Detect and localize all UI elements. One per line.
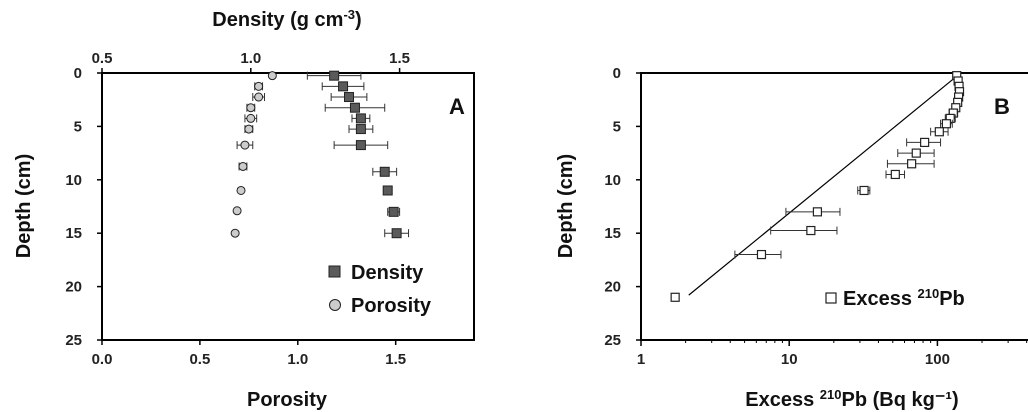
x-tick-label: 1 xyxy=(637,351,645,368)
legend-porosity-marker xyxy=(329,299,341,311)
excess-pb-point xyxy=(941,119,952,129)
porosity-point xyxy=(246,113,256,123)
density-point xyxy=(349,102,360,113)
x-tick-label: 100 xyxy=(925,351,950,368)
x-tick-label: 1.5 xyxy=(385,351,406,368)
y-tick-label: 5 xyxy=(74,118,82,135)
density-point xyxy=(338,81,349,92)
panel-b-y-axis-title: Depth (cm) xyxy=(555,154,577,258)
legend-excess-pb-label: Excess 210Pb xyxy=(843,286,965,310)
panel-a-marks xyxy=(230,70,410,239)
y-tick-label: 10 xyxy=(65,172,82,189)
y-tick-label: 25 xyxy=(65,332,82,349)
panel-a-legend: Density Porosity xyxy=(328,262,432,317)
legend-density-marker xyxy=(328,265,341,278)
density-point xyxy=(355,140,366,151)
density-point xyxy=(355,124,366,135)
porosity-point xyxy=(244,124,254,134)
density-point xyxy=(388,206,399,217)
top-tick-label: 1.0 xyxy=(240,50,261,67)
excess-pb-point xyxy=(907,159,917,169)
panel-a-top-ticks: 0.5 1.0 1.5 xyxy=(92,50,410,73)
x-tick-label: 1.0 xyxy=(287,351,308,368)
y-tick-label: 15 xyxy=(604,225,621,242)
panel-a-x-axis-title: Porosity xyxy=(247,389,328,411)
panel-a-bottom-ticks: 0.0 0.5 1.0 1.5 xyxy=(92,340,406,368)
y-tick-label: 5 xyxy=(613,118,621,135)
y-tick-label: 0 xyxy=(613,65,621,82)
x-tick-label: 0.0 xyxy=(92,351,113,368)
panel-b-legend: Excess 210Pb xyxy=(825,286,965,310)
y-tick-label: 20 xyxy=(604,279,621,296)
legend-density-label: Density xyxy=(351,262,424,284)
legend-excess-pb-marker xyxy=(825,292,837,304)
excess-pb-point xyxy=(756,249,767,260)
panel-a-y-axis-title: Depth (cm) xyxy=(13,154,35,258)
panel-b-y-ticks: 0 5 10 15 20 25 xyxy=(604,65,641,349)
x-tick-label: 10 xyxy=(781,351,798,368)
panel-b: B Excess 210Pb (Bq kg⁻¹) Depth (cm) 1 10 1… xyxy=(555,65,1028,411)
density-point xyxy=(391,228,402,239)
excess-pb-point xyxy=(920,137,930,148)
y-tick-label: 15 xyxy=(65,225,82,242)
y-tick-label: 20 xyxy=(65,279,82,296)
y-tick-label: 10 xyxy=(604,172,621,189)
top-tick-label: 0.5 xyxy=(92,50,113,67)
excess-pb-point xyxy=(911,148,921,158)
porosity-point xyxy=(236,185,246,195)
panel-b-label: B xyxy=(994,94,1010,119)
porosity-point xyxy=(230,228,240,238)
panel-a-top-axis-title: Density (g cm-3) xyxy=(212,7,361,31)
porosity-point xyxy=(254,92,264,102)
density-point xyxy=(379,166,390,177)
panel-a-plot-frame xyxy=(101,72,475,341)
top-tick-label: 1.5 xyxy=(389,50,410,67)
excess-pb-point xyxy=(812,207,823,217)
porosity-point xyxy=(267,71,277,81)
density-point xyxy=(329,70,340,81)
panel-a-label: A xyxy=(449,94,465,119)
y-tick-label: 25 xyxy=(604,332,621,349)
panel-a: A Density (g cm-3) Porosity Depth (cm) 0… xyxy=(13,7,475,411)
density-point xyxy=(382,185,393,196)
porosity-point xyxy=(240,140,250,150)
porosity-point xyxy=(232,206,242,216)
panel-b-marks xyxy=(670,71,965,302)
excess-pb-point xyxy=(806,225,816,236)
panel-b-x-axis-title: Excess 210Pb (Bq kg⁻¹) xyxy=(745,387,958,411)
density-point xyxy=(344,92,355,103)
regression-line xyxy=(688,75,958,296)
excess-pb-point xyxy=(670,292,680,302)
excess-pb-point xyxy=(890,169,900,180)
excess-pb-point xyxy=(934,127,944,137)
y-tick-label: 0 xyxy=(74,65,82,82)
excess-pb-point xyxy=(859,185,869,196)
porosity-point xyxy=(238,161,248,171)
density-point xyxy=(355,113,366,124)
porosity-point xyxy=(254,81,264,91)
x-tick-label: 0.5 xyxy=(189,351,210,368)
panel-b-x-ticks: 1 10 100 xyxy=(637,340,1028,368)
porosity-point xyxy=(246,103,256,113)
panel-a-y-ticks: 0 5 10 15 20 25 xyxy=(65,65,102,349)
legend-porosity-label: Porosity xyxy=(351,295,432,317)
